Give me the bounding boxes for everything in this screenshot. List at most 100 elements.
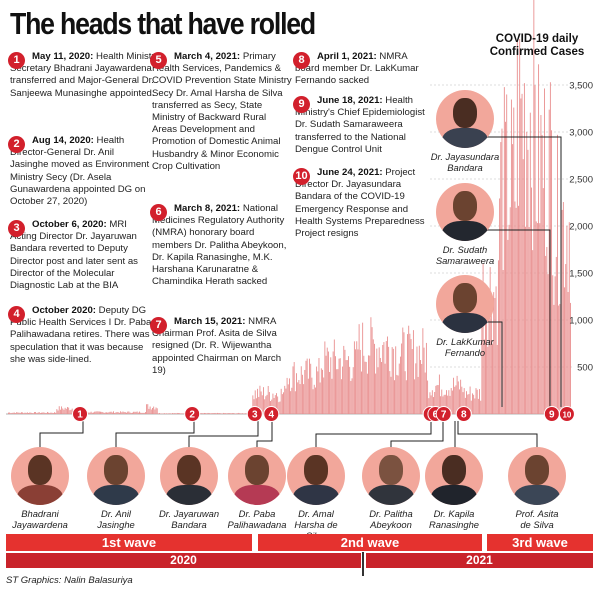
event-1: 1 May 11, 2020: Health Ministry Secretar… — [8, 51, 160, 100]
event-number: 10 — [293, 168, 310, 185]
event-date: March 4, 2021: — [174, 51, 241, 62]
bar — [379, 357, 381, 414]
bar — [115, 412, 117, 414]
bar — [97, 411, 99, 414]
bar — [389, 371, 391, 414]
bar — [519, 39, 521, 415]
year-band-2021: 2021 — [366, 553, 593, 568]
bar — [206, 413, 208, 414]
bar — [261, 395, 263, 414]
bar — [536, 223, 538, 414]
bar — [55, 412, 57, 414]
bar — [127, 411, 129, 414]
event-date: March 15, 2021: — [174, 316, 246, 327]
bar — [44, 412, 46, 414]
bar — [63, 409, 65, 414]
bar — [564, 287, 565, 414]
bar — [330, 357, 332, 414]
bar — [254, 390, 256, 414]
bar — [508, 224, 510, 414]
bar — [135, 411, 137, 414]
bar — [59, 409, 61, 414]
bar — [134, 411, 136, 414]
bar — [333, 339, 335, 414]
event-date: March 8, 2021: — [174, 203, 241, 214]
bar — [11, 412, 13, 414]
event-text: NMRA board member Dr. LakKumar Fernando … — [295, 51, 419, 87]
bar — [331, 378, 333, 414]
bar — [152, 407, 153, 414]
bar — [527, 149, 529, 414]
bar — [372, 339, 374, 414]
bar — [336, 369, 338, 414]
event-text: MRI Acting Director Dr. Jayaruwan Bandar… — [10, 219, 138, 292]
bar — [375, 373, 377, 414]
bar — [176, 412, 178, 414]
bar — [544, 88, 545, 415]
bar — [327, 351, 329, 414]
bar — [203, 412, 205, 414]
event-text: Deputy DG Public Health Services I Dr. P… — [10, 305, 152, 365]
bar — [211, 413, 212, 414]
bar — [384, 363, 386, 414]
bar — [114, 412, 116, 414]
bar — [553, 304, 555, 414]
bar — [141, 412, 143, 414]
bar — [361, 371, 362, 414]
bar — [473, 394, 475, 414]
bar — [440, 396, 442, 414]
bar — [314, 387, 316, 414]
bar — [558, 305, 560, 414]
bar — [509, 207, 511, 414]
event-marker-label: 4 — [269, 410, 275, 421]
bar — [30, 412, 32, 414]
portrait-asita-de-silva: Prof. Asita de Silva — [500, 447, 574, 530]
bar — [546, 247, 548, 414]
page-title: The heads that have rolled — [10, 6, 316, 41]
event-date: October 2020: — [32, 305, 96, 316]
bar — [24, 412, 26, 414]
bar — [324, 341, 326, 414]
bar — [129, 412, 131, 414]
bar — [90, 411, 92, 414]
bar — [144, 412, 146, 414]
bar — [476, 389, 478, 414]
bar — [422, 328, 424, 414]
bar — [306, 358, 308, 414]
y-tick-label: 1,500 — [569, 269, 593, 280]
event-number: 7 — [150, 317, 167, 334]
connector-line — [256, 421, 273, 449]
person-caption: Fernando — [444, 347, 486, 358]
bar — [494, 298, 496, 414]
bar — [554, 276, 556, 414]
bar — [320, 368, 322, 414]
bar — [49, 412, 51, 414]
bar — [172, 413, 174, 414]
bar — [469, 386, 471, 414]
bar — [483, 339, 485, 414]
bar — [174, 413, 176, 414]
bar — [237, 413, 238, 414]
bar — [447, 395, 449, 414]
bar — [436, 384, 438, 414]
bar — [541, 134, 543, 415]
bar — [568, 222, 570, 414]
bar — [180, 413, 182, 414]
bar — [376, 348, 378, 414]
bar — [539, 223, 541, 414]
bar — [423, 347, 425, 414]
bar — [64, 407, 66, 414]
avatar — [87, 447, 145, 505]
bar — [283, 392, 284, 414]
bar — [28, 413, 29, 414]
avatar — [362, 447, 420, 505]
bar — [312, 389, 314, 414]
bar — [374, 343, 375, 414]
bar — [561, 209, 563, 414]
connector-line — [465, 229, 551, 407]
bar — [339, 358, 341, 414]
bar — [430, 395, 432, 414]
bar — [446, 390, 447, 414]
bar — [394, 380, 395, 414]
bar — [408, 325, 410, 414]
